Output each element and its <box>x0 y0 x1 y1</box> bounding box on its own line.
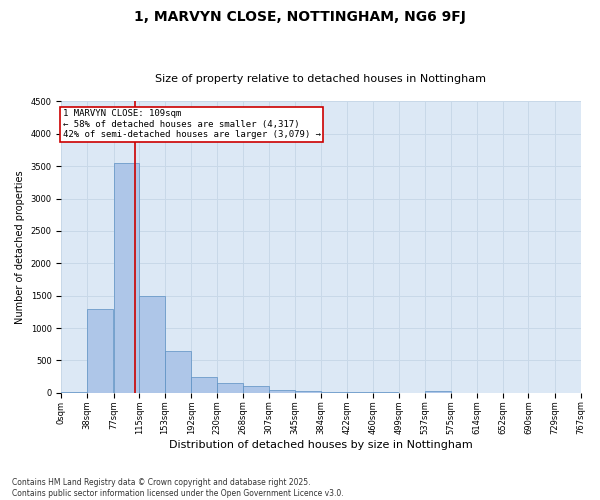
Bar <box>321 392 347 393</box>
X-axis label: Distribution of detached houses by size in Nottingham: Distribution of detached houses by size … <box>169 440 473 450</box>
Bar <box>269 390 295 393</box>
Y-axis label: Number of detached properties: Number of detached properties <box>15 170 25 324</box>
Bar <box>113 163 139 393</box>
Bar <box>217 383 243 393</box>
Title: Size of property relative to detached houses in Nottingham: Size of property relative to detached ho… <box>155 74 487 84</box>
Text: Contains HM Land Registry data © Crown copyright and database right 2025.
Contai: Contains HM Land Registry data © Crown c… <box>12 478 344 498</box>
Bar <box>139 296 165 393</box>
Bar <box>87 308 113 393</box>
Bar <box>425 391 451 393</box>
Bar <box>165 350 191 393</box>
Bar <box>61 392 87 393</box>
Bar <box>295 391 320 393</box>
Bar <box>191 376 217 393</box>
Bar <box>243 386 269 393</box>
Text: 1, MARVYN CLOSE, NOTTINGHAM, NG6 9FJ: 1, MARVYN CLOSE, NOTTINGHAM, NG6 9FJ <box>134 10 466 24</box>
Text: 1 MARVYN CLOSE: 109sqm
← 58% of detached houses are smaller (4,317)
42% of semi-: 1 MARVYN CLOSE: 109sqm ← 58% of detached… <box>63 109 321 139</box>
